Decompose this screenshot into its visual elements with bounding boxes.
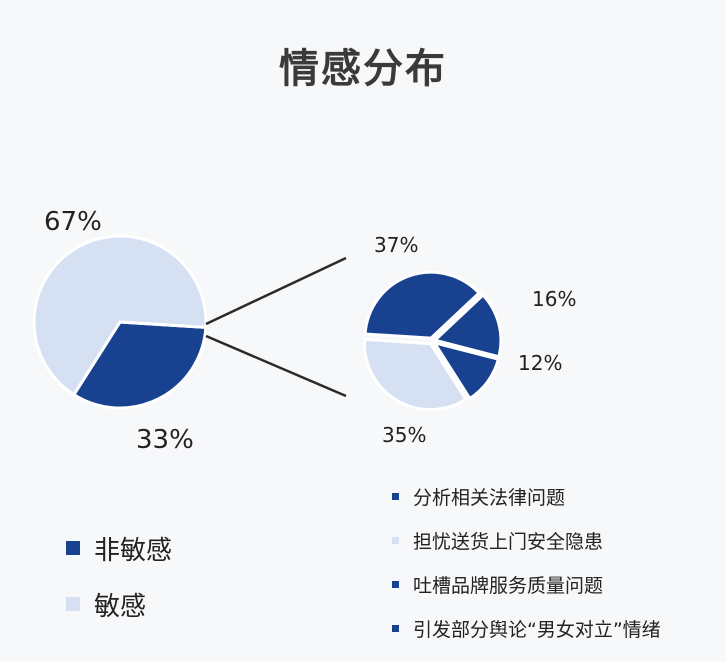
main-pie-slice-1	[32, 234, 208, 397]
legend-item: 引发部分舆论“男女对立”情绪	[392, 606, 661, 650]
legend-label: 引发部分舆论“男女对立”情绪	[413, 618, 661, 641]
legend-swatch	[392, 536, 399, 544]
sub-pie-slice-1	[363, 337, 468, 412]
legend-label: 分析相关法律问题	[413, 486, 566, 509]
legend-item: 吐槽品牌服务质量问题	[392, 562, 661, 606]
legend-label: 担忧送货上门安全隐患	[413, 530, 604, 553]
legend-main: 非敏感 敏感	[66, 520, 172, 632]
legend-swatch	[66, 541, 80, 555]
label-safety: 35%	[382, 423, 426, 447]
legend-swatch	[392, 624, 399, 632]
sub-pie-slice-0	[363, 270, 482, 340]
legend-swatch	[392, 580, 399, 588]
label-sensitive: 67%	[44, 207, 102, 237]
sub-pie-slice-2	[431, 340, 501, 401]
label-legal: 37%	[374, 233, 418, 257]
legend-swatch	[66, 597, 80, 611]
legend-label: 非敏感	[94, 535, 173, 566]
main-pie	[32, 234, 208, 410]
label-gender: 16%	[532, 287, 576, 311]
label-service: 12%	[518, 351, 562, 375]
legend-item: 敏感	[66, 576, 172, 632]
legend-item: 非敏感	[66, 520, 172, 576]
legend-item: 分析相关法律问题	[392, 474, 661, 518]
label-non-sensitive: 33%	[136, 425, 194, 455]
legend-label: 敏感	[94, 591, 147, 622]
connector-line-bottom	[205, 334, 347, 398]
legend-item: 担忧送货上门安全隐患	[392, 518, 661, 562]
legend-swatch	[392, 492, 399, 500]
legend-label: 吐槽品牌服务质量问题	[413, 574, 604, 597]
connector-line-top	[205, 256, 347, 326]
sub-pie-slice-3	[431, 292, 503, 359]
legend-sub: 分析相关法律问题 担忧送货上门安全隐患 吐槽品牌服务质量问题 引发部分舆论“男女…	[392, 474, 661, 650]
chart-title: 情感分布	[279, 46, 447, 92]
sub-pie	[363, 270, 503, 412]
